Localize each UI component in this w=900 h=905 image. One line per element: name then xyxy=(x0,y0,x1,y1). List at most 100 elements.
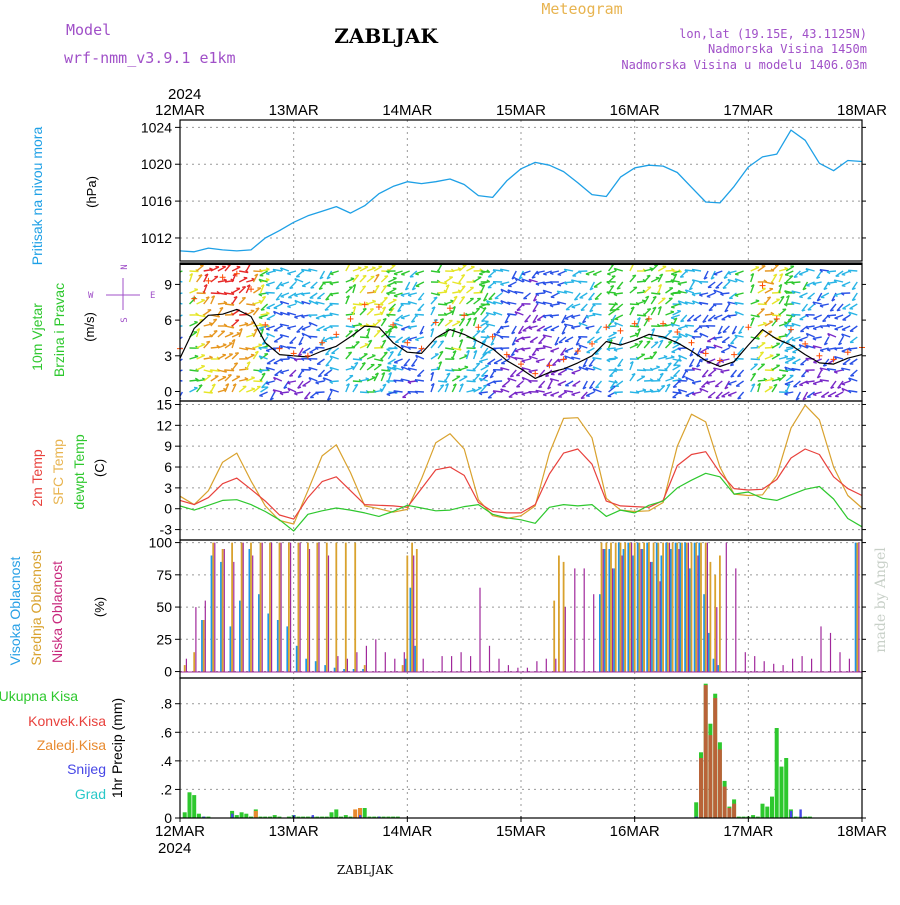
time-label-top: 14MAR xyxy=(382,102,432,119)
wind-arrow-head xyxy=(401,318,404,319)
compass-w: W xyxy=(88,291,94,301)
wind-arrow-head xyxy=(813,384,816,385)
wind-arrow-head xyxy=(835,329,838,330)
time-label-bottom: 14MAR xyxy=(382,823,432,840)
wind-arrow-head xyxy=(228,375,231,376)
wind-arrow-head xyxy=(318,376,321,377)
precip-legend-item: Ukupna Kisa xyxy=(0,688,78,704)
time-label-bottom: 13MAR xyxy=(269,823,319,840)
compass-rose: N W E S xyxy=(88,264,155,322)
conv-precip-bar xyxy=(708,735,712,818)
wind-arrow-head xyxy=(558,275,561,276)
y-tick-label: 75 xyxy=(156,567,172,583)
wind-arrow-head xyxy=(789,276,793,277)
precip-legend: Ukupna KisaKonvek.KisaZaledj.KisaSnijegG… xyxy=(0,688,106,802)
y-tick-label: 6 xyxy=(164,459,172,475)
altitude-label: Nadmorska Visina 1450m xyxy=(708,42,867,56)
wind-arrow xyxy=(536,348,545,349)
wind-arrow-head xyxy=(223,377,227,378)
wind-arrow-head xyxy=(558,385,561,386)
wind-arrow-head xyxy=(234,363,237,364)
y-tick-label: 0 xyxy=(164,664,172,680)
wind-arrow-head xyxy=(267,308,270,309)
y-tick-label: .8 xyxy=(160,696,172,712)
panel-frame xyxy=(180,540,862,678)
compass-n: N xyxy=(120,264,130,269)
wind-arrow-head xyxy=(418,310,421,311)
wind-arrow-head xyxy=(785,351,788,352)
wind-arrow xyxy=(786,358,795,359)
wind-arrow-head xyxy=(709,310,713,311)
product-title: Meteogram xyxy=(541,0,622,18)
wind-arrow-head xyxy=(481,332,485,333)
wind-arrow-head xyxy=(370,309,373,310)
wind-arrow-head xyxy=(174,301,176,304)
wind-arrow-head xyxy=(586,274,589,275)
wind-arrow-head xyxy=(756,267,759,268)
wind-arrow-head xyxy=(593,275,597,276)
temp-ylabel-2: SFC Temp xyxy=(50,439,66,505)
wind-arrow-head xyxy=(384,352,387,353)
total-precip-bar xyxy=(784,758,788,818)
wind-arrow-head xyxy=(434,297,437,298)
total-precip-bar xyxy=(197,814,201,818)
wind-arrow-head xyxy=(723,288,726,289)
wind-arrow-head xyxy=(317,330,320,331)
wind-arrow-head xyxy=(463,265,467,266)
y-tick-label: 1016 xyxy=(141,193,172,209)
conv-precip-bar xyxy=(718,749,722,818)
wind-arrow-head xyxy=(515,351,518,352)
wind-arrow-head xyxy=(674,376,677,377)
wind-arrow-head xyxy=(433,341,436,342)
wind-arrow-head xyxy=(517,310,521,311)
wind-arrow-head xyxy=(647,275,650,276)
wind-arrow-head xyxy=(323,341,327,342)
wind-arrow-head xyxy=(661,386,664,387)
wind-arrow-head xyxy=(394,296,397,297)
conv-precip-bar xyxy=(732,804,736,818)
wind-arrow-head xyxy=(235,353,239,354)
wind-arrow-head xyxy=(487,385,490,386)
time-label-top: 16MAR xyxy=(610,102,660,119)
wind-arrow-head xyxy=(738,376,741,377)
wind-arrow-head xyxy=(394,362,398,363)
y-tick-label: 9 xyxy=(164,438,172,454)
wind-arrow-head xyxy=(201,344,205,345)
wind-arrow-head xyxy=(223,344,226,345)
wind-arrow-head xyxy=(842,330,845,331)
conv-precip-bar xyxy=(727,808,731,818)
wind-arrow-head xyxy=(671,274,674,275)
wind-ylabel-2: Brzina i Pravac xyxy=(51,283,67,377)
wind-arrow-head xyxy=(642,300,645,301)
wind-arrow-head xyxy=(348,352,351,353)
wind-arrow-head xyxy=(393,365,397,366)
wind-arrow-head xyxy=(266,285,269,286)
wind-arrow-head xyxy=(581,310,585,311)
wind-arrow xyxy=(514,392,523,393)
wind-arrow-head xyxy=(261,310,265,311)
wind-arrow-head xyxy=(326,354,329,355)
time-label-bottom: 12MAR xyxy=(155,823,205,840)
total-precip-bar xyxy=(188,792,192,818)
panel-frame xyxy=(180,678,862,818)
wind-arrow-head xyxy=(668,342,672,343)
wind-arrow-head xyxy=(635,344,639,345)
frz-precip-bar xyxy=(254,811,258,818)
wind-arrow-head xyxy=(214,331,217,332)
temp-unit: (C) xyxy=(92,459,107,477)
wind-arrow-head xyxy=(551,395,555,396)
model-name: wrf-nmm_v3.9.1 e1km xyxy=(64,49,236,67)
time-label-top: 12MAR xyxy=(155,102,205,119)
wind-arrow-head xyxy=(738,398,741,399)
wind-arrow-head xyxy=(788,321,791,322)
precip-panel: 0.2.4.6.8 xyxy=(160,678,866,826)
wind-arrow-head xyxy=(416,286,419,287)
conv-precip-bar xyxy=(713,698,717,818)
total-precip-bar xyxy=(694,802,698,818)
time-label-bottom: 15MAR xyxy=(496,823,546,840)
wind-arrow-head xyxy=(617,288,620,289)
wind-arrow-head xyxy=(325,310,329,311)
wind-arrow-head xyxy=(543,395,546,396)
